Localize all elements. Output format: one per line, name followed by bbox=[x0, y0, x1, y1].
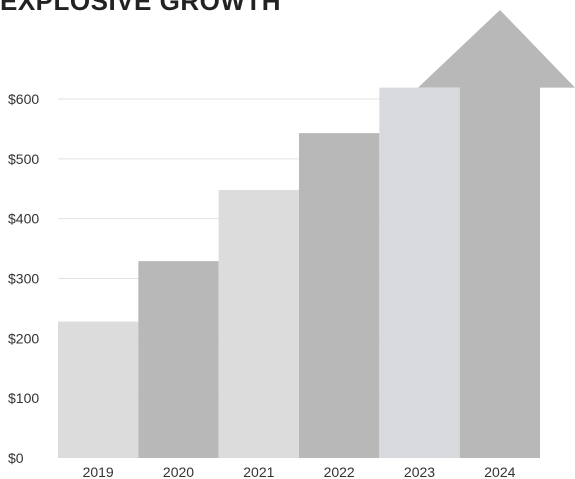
bar-2022 bbox=[299, 133, 380, 459]
x-tick-label: 2021 bbox=[243, 464, 274, 479]
x-tick-label: 2019 bbox=[83, 464, 114, 479]
x-tick-label: 2024 bbox=[484, 464, 515, 479]
bars bbox=[58, 10, 575, 459]
bar-2021 bbox=[218, 189, 299, 459]
x-axis-ticks: 2019 2020 2021 2022 2023 2024 bbox=[83, 464, 516, 479]
y-axis-ticks: $0 $100 $200 $300 $400 $500 $600 bbox=[8, 91, 39, 466]
y-tick-label: $300 bbox=[8, 271, 39, 287]
x-tick-label: 2023 bbox=[404, 464, 435, 479]
y-tick-label: $600 bbox=[8, 91, 39, 107]
bar-2024-arrow bbox=[418, 10, 575, 458]
bar-2019 bbox=[58, 321, 139, 458]
y-tick-label: $100 bbox=[8, 390, 39, 406]
bar-2023 bbox=[379, 87, 460, 459]
y-tick-label: $0 bbox=[8, 450, 24, 466]
x-tick-label: 2022 bbox=[324, 464, 355, 479]
y-tick-label: $500 bbox=[8, 151, 39, 167]
y-tick-label: $200 bbox=[8, 330, 39, 346]
bar-2020 bbox=[138, 261, 219, 458]
y-tick-label: $400 bbox=[8, 211, 39, 227]
chart-title: EXPLOSIVE GROWTH bbox=[0, 0, 282, 16]
x-tick-label: 2020 bbox=[163, 464, 194, 479]
